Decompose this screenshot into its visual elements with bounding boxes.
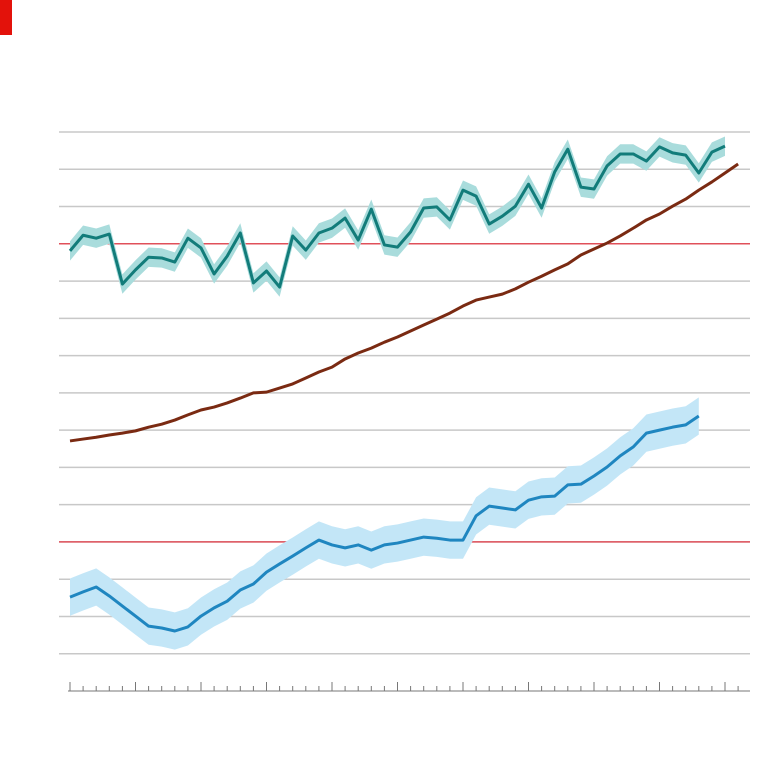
logo-mark <box>0 0 12 35</box>
uncertainty-band <box>70 397 699 650</box>
series-line <box>68 144 726 289</box>
uncertainty-band <box>70 136 725 297</box>
series-line <box>69 162 739 443</box>
series-line <box>69 414 700 633</box>
